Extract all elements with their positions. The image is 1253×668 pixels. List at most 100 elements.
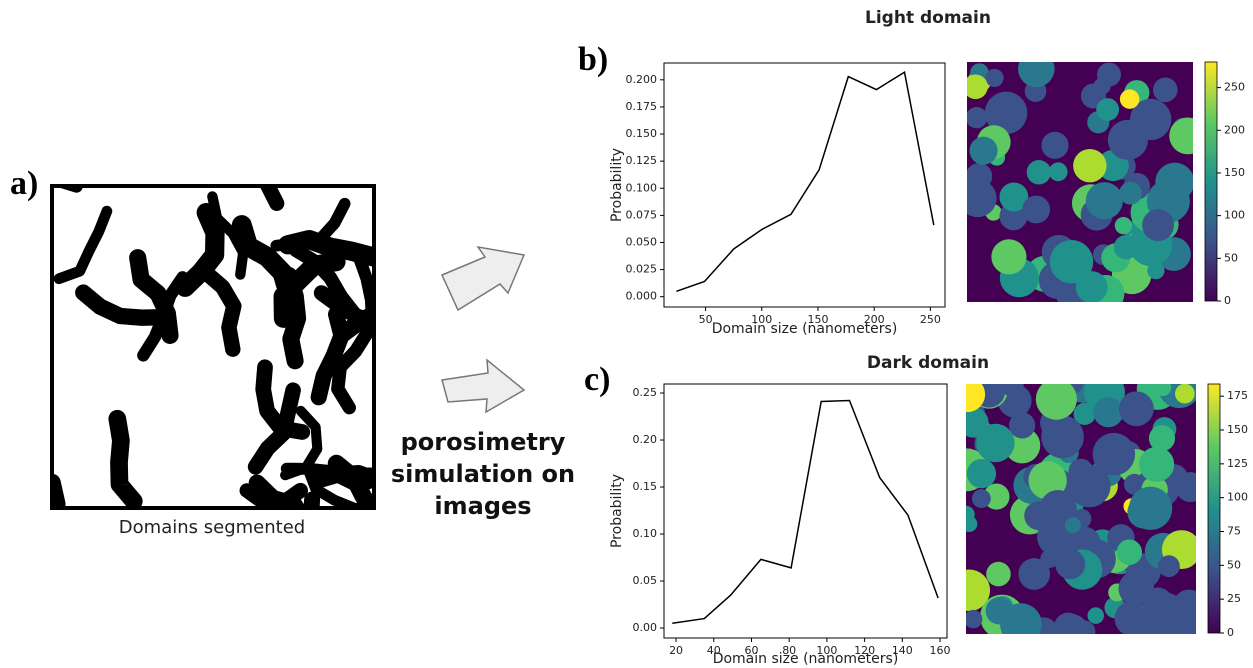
heatmap-blob [1119,391,1154,426]
heatmap-blob [1119,182,1142,205]
heatmap-blob [1073,149,1106,182]
heatmap-blob [1154,379,1171,396]
heatmap-blob [1169,117,1206,154]
heatmap-blob [964,610,982,628]
heatmap [945,366,1205,649]
panel-label: b) [578,41,608,78]
y-tick-label: 0.100 [626,181,658,194]
x-tick-label: 50 [699,313,713,326]
heatmap-blob [1050,240,1093,283]
y-tick-label: 0.00 [633,621,658,634]
y-axis-label: Probability [609,148,625,222]
heatmap-blob [1097,63,1121,87]
heatmap-blob [1118,571,1154,607]
heatmap-blob [1069,459,1094,484]
heatmap-blob [1175,472,1205,502]
heatmap-blob [972,489,991,508]
heatmap-blob [1086,182,1123,219]
heatmap-blob [1022,196,1050,224]
method-text: images [434,492,531,520]
heatmap-blob [963,74,988,99]
heatmap-blob [957,506,974,523]
y-tick-label: 0.200 [626,73,658,86]
heatmap-blob [1108,120,1148,160]
axes-frame [664,63,945,307]
domain-blob [309,500,338,575]
x-axis-label: Domain size (nanometers) [713,651,899,667]
heatmap-blob [1049,162,1068,181]
y-tick-label: 0.125 [626,154,658,167]
heatmap-blob [1036,379,1077,420]
data-line [676,72,933,291]
heatmap-blob [1002,375,1024,397]
heatmap-blob [1041,415,1084,458]
heatmap-blob [1065,517,1081,533]
arrow [442,360,524,412]
heatmap-blob [1087,607,1104,624]
y-tick-label: 0.20 [633,433,658,446]
y-tick-label: 0.15 [633,480,658,493]
heatmap-blob [1027,160,1051,184]
heatmap-blob [969,137,997,165]
heatmap-blob [991,239,1026,274]
heatmap-blob [1120,89,1140,109]
heatmap-blob [1142,209,1174,241]
y-tick-label: 0.175 [626,100,658,113]
y-tick-label: 0.025 [626,263,658,276]
colorbar-tick-label: 0 [1224,294,1231,307]
method-text: simulation on [391,460,575,488]
y-tick-label: 0.050 [626,235,658,248]
heatmap-blob [1009,412,1035,438]
heatmap [959,51,1206,314]
heatmap-blob [1139,447,1174,482]
x-tick-label: 160 [930,644,951,657]
domain-blob [317,475,401,485]
colorbar-tick-label: 25 [1227,592,1241,605]
y-tick-label: 0.000 [626,290,658,303]
y-tick-label: 0.075 [626,208,658,221]
chart-title: Light domain [865,8,991,28]
y-axis-label: Probability [609,474,625,548]
heatmap-blob [1115,217,1132,234]
colorbar-tick-label: 100 [1224,209,1245,222]
x-tick-label: 250 [920,313,941,326]
heatmap-blob [976,424,1014,462]
heatmap-blob [985,69,1003,87]
figure: a) b) c) Domains segmented porosimetry s… [0,0,1253,668]
heatmap-blob [1093,397,1123,427]
heatmap-blob [1055,549,1085,579]
colorbar-tick-label: 250 [1224,81,1245,94]
heatmap-blob [966,107,987,128]
chart-title: Dark domain [867,353,989,373]
colorbar [1205,62,1217,301]
heatmap-blob [1096,98,1119,121]
heatmap-blob [1153,78,1178,103]
colorbar [1208,384,1220,633]
heatmap-blob [1054,613,1082,641]
heatmap-blob [1114,235,1138,259]
colorbar-tick-label: 0 [1227,626,1234,639]
heatmap-blob [959,179,997,217]
colorbar-tick-label: 200 [1224,123,1245,136]
colorbar-tick-label: 150 [1227,423,1248,436]
y-tick-label: 0.10 [633,527,658,540]
x-tick-label: 20 [669,644,683,657]
colorbar-tick-label: 100 [1227,491,1248,504]
heatmap-blob [1175,384,1195,404]
x-axis-label: Domain size (nanometers) [712,321,898,337]
y-tick-label: 0.150 [626,127,658,140]
panel-label: c) [584,361,610,398]
colorbar-tick-label: 125 [1227,457,1248,470]
colorbar-tick-label: 175 [1227,389,1248,402]
heatmap-blob [986,597,1013,624]
heatmap-blob [1158,555,1180,577]
heatmap-blob [967,459,996,488]
heatmap-blob [1041,132,1068,159]
heatmap-blob [1129,487,1172,530]
image-caption: Domains segmented [119,517,305,538]
y-tick-label: 0.25 [633,386,658,399]
colorbar-tick-label: 50 [1224,251,1238,264]
data-line [672,401,938,624]
arrow [442,247,524,310]
heatmap-blob [1117,539,1142,564]
